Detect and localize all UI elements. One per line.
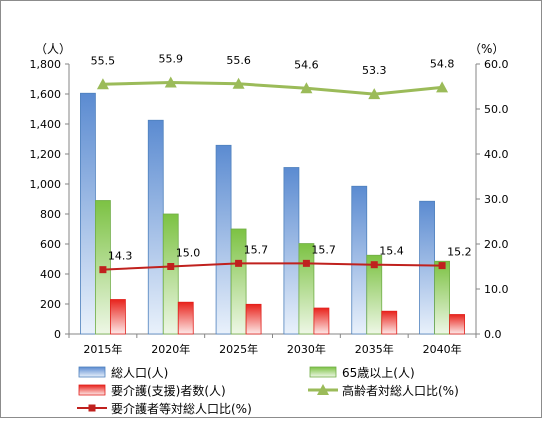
legend-label: 要介護(支援)者数(人) [111, 383, 226, 398]
legend-swatch-bar-2 [309, 366, 337, 378]
y-right-tick-label: 60.0 [484, 58, 509, 71]
y-left-tick-label: 1,400 [30, 118, 62, 131]
legend-swatch-bar-3 [78, 384, 106, 396]
data-label: 15.4 [379, 245, 404, 258]
line-series-1-marker [300, 82, 313, 94]
line-series-2-marker [438, 262, 446, 270]
data-label: 15.7 [311, 243, 336, 256]
x-tick-label: 2025年 [219, 342, 258, 356]
bar-3 [449, 314, 465, 335]
line-series-1 [102, 80, 443, 96]
y-right-tick-label: 30.0 [484, 193, 509, 206]
line-series-1-marker [368, 88, 381, 100]
bar-3 [313, 307, 330, 335]
line-series-2-marker [370, 261, 378, 269]
line-series-2-marker [302, 259, 310, 267]
y-right-unit-label: （%） [469, 42, 504, 56]
data-label: 15.7 [244, 243, 268, 256]
y-left-tick-label: 800 [40, 208, 61, 221]
bar-1 [283, 167, 300, 335]
line-series-2-marker [167, 263, 175, 270]
legend-swatch-bar-1 [78, 366, 106, 378]
line-series-1-marker [164, 76, 177, 88]
y-left-tick-label: 400 [40, 268, 61, 281]
legend-label: 総人口(人) [111, 366, 168, 380]
legend-marker-square [88, 404, 96, 412]
data-label: 55.5 [91, 54, 116, 67]
y-left-tick-label: 1,800 [30, 58, 62, 71]
line-series-2 [102, 262, 443, 271]
bars [80, 92, 465, 335]
data-label: 15.0 [176, 247, 201, 260]
legend: 総人口(人) 65歳以上(人) 要介護(支援)者数(人) 高齢者対総人口比(%) 要介護… [77, 366, 459, 416]
bar-1 [215, 144, 232, 335]
data-label: 55.9 [159, 52, 184, 65]
data-label: 15.2 [447, 246, 472, 259]
bar-2 [434, 260, 450, 335]
line-series-1-marker [96, 78, 109, 90]
y-right-tick-label: 0.0 [484, 328, 502, 341]
data-label: 54.6 [294, 58, 319, 71]
data-label: 54.8 [430, 57, 455, 70]
x-tick-label: 2035年 [355, 342, 394, 356]
y-left-tick-label: 1,200 [30, 148, 62, 161]
legend-marker-triangle [317, 384, 329, 395]
bar-3 [245, 303, 262, 335]
bar-2 [162, 213, 179, 335]
bar-1 [419, 200, 435, 335]
y-right-tick-label: 10.0 [484, 283, 509, 296]
line-series-1-marker [436, 81, 449, 93]
y-right-tick-label: 50.0 [484, 103, 509, 116]
legend-label: 高齢者対総人口比(%) [342, 383, 459, 398]
x-tick-label: 2020年 [151, 342, 190, 356]
legend-label: 65歳以上(人) [342, 366, 415, 380]
line-series-2-marker [99, 266, 107, 274]
y-left-tick-label: 1,000 [30, 178, 62, 191]
bar-2 [230, 228, 247, 335]
x-tick-label: 2040年 [423, 342, 462, 356]
line-series-2-marker [235, 259, 243, 267]
y-left-tick-label: 600 [40, 238, 61, 251]
data-label: 53.3 [362, 64, 387, 77]
line-series-1-marker [232, 77, 245, 89]
data-label: 55.6 [226, 54, 251, 67]
data-label: 14.3 [108, 250, 132, 263]
y-left-unit-label: （人） [35, 42, 71, 56]
x-tick-label: 2030年 [287, 342, 326, 356]
y-left-tick-label: 200 [40, 298, 61, 311]
y-right-tick-label: 40.0 [484, 148, 509, 161]
y-left-tick-label: 1,600 [30, 88, 62, 101]
bar-1 [351, 185, 368, 335]
bar-2 [366, 254, 383, 335]
axes: 0 200 400 600 800 1,000 1,200 1,400 1,600 1,800 0.… [30, 58, 509, 356]
y-left-tick-label: 0 [54, 328, 61, 341]
x-tick-label: 2015年 [83, 342, 122, 356]
bar-3 [177, 301, 194, 335]
lines: 55.5 55.9 55.6 54.6 53.3 54.8 14.3 15.0 15.7 15.7… [91, 52, 472, 274]
bar-3 [110, 299, 126, 335]
legend-label: 要介護者等対総人口比(%) [111, 401, 252, 416]
bar-3 [381, 310, 398, 335]
bar-1 [80, 92, 96, 335]
y-right-tick-label: 20.0 [484, 238, 509, 251]
bar-1 [147, 119, 164, 335]
bar-2 [298, 243, 315, 335]
